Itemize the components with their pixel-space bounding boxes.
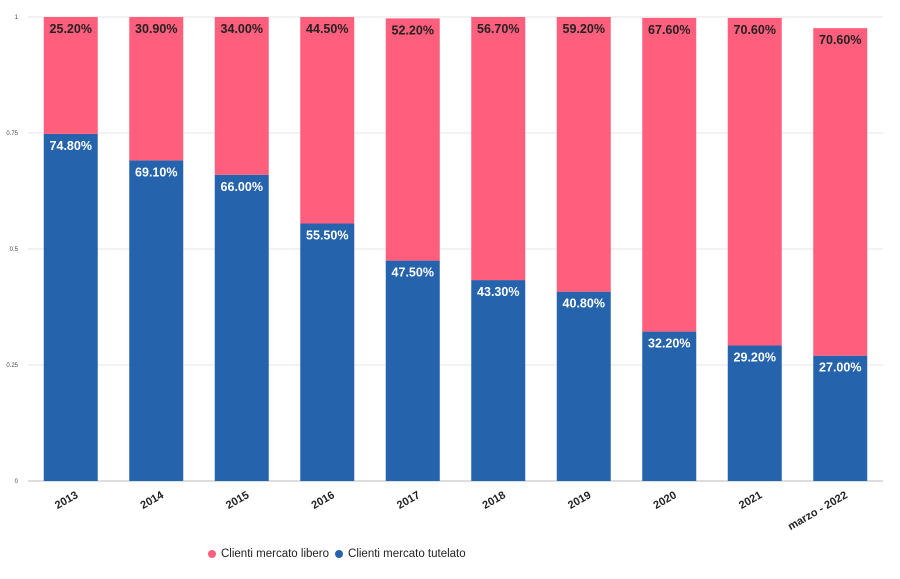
bar-libero xyxy=(556,17,611,292)
data-label-tutelato: 40.80% xyxy=(563,297,605,311)
data-label-libero: 70.60% xyxy=(819,33,861,47)
data-label-libero: 44.50% xyxy=(306,22,348,36)
x-tick-label: 2018 xyxy=(481,489,508,512)
y-tick-label: 0 xyxy=(15,479,19,485)
y-tick-label: 0.5 xyxy=(10,247,19,253)
bar-libero xyxy=(129,17,184,161)
data-label-libero: 34.00% xyxy=(221,22,263,36)
data-label-tutelato: 69.10% xyxy=(135,165,177,179)
y-tick-label: 1 xyxy=(15,15,19,21)
data-label-tutelato: 29.20% xyxy=(734,351,776,365)
bar-tutelato xyxy=(727,345,782,481)
x-tick-label: 2014 xyxy=(139,489,167,512)
x-tick-label: marzo - 2022 xyxy=(786,489,850,533)
y-tick-label: 0.25 xyxy=(6,363,18,369)
data-label-libero: 25.20% xyxy=(50,22,92,36)
data-label-tutelato: 74.80% xyxy=(50,139,92,153)
data-label-tutelato: 32.20% xyxy=(648,337,690,351)
legend: Clienti mercato libero Clienti mercato t… xyxy=(208,548,472,560)
bar-libero xyxy=(385,18,440,261)
data-label-tutelato: 27.00% xyxy=(819,361,861,375)
data-label-libero: 59.20% xyxy=(563,22,605,36)
data-label-libero: 56.70% xyxy=(477,22,519,36)
bar-tutelato xyxy=(214,174,269,481)
bar-tutelato xyxy=(300,223,355,482)
bar-tutelato xyxy=(556,291,611,481)
y-axis-ticks: 0 0.25 0.5 0.75 1 xyxy=(6,15,18,485)
bar-tutelato xyxy=(385,260,440,481)
x-tick-label: 2015 xyxy=(224,489,251,512)
x-tick-label: 2017 xyxy=(395,489,422,512)
bar-libero xyxy=(727,17,782,346)
bar-libero xyxy=(300,17,355,224)
bar-tutelato xyxy=(813,355,868,481)
data-label-layer: 74.80% 25.20% 69.10% 30.90% 66.00% 34.00% 55.5… xyxy=(50,22,862,375)
legend-item-tutelato: Clienti mercato tutelato xyxy=(335,548,466,560)
x-tick-label: 2016 xyxy=(310,489,337,512)
legend-swatch-libero xyxy=(208,550,216,558)
bar-tutelato xyxy=(471,280,526,481)
data-label-tutelato: 55.50% xyxy=(306,228,348,242)
bar-libero xyxy=(214,17,269,175)
bar-libero xyxy=(43,17,98,134)
x-tick-label: 2021 xyxy=(737,489,764,512)
bar-libero xyxy=(471,17,526,281)
x-tick-label: 2020 xyxy=(652,489,679,512)
data-label-libero: 30.90% xyxy=(135,22,177,36)
data-label-libero: 67.60% xyxy=(648,23,690,37)
legend-swatch-tutelato xyxy=(335,550,344,558)
y-tick-label: 0.75 xyxy=(6,131,18,137)
bar-tutelato xyxy=(642,331,697,481)
data-label-tutelato: 43.30% xyxy=(477,285,519,299)
x-tick-label: 2019 xyxy=(566,489,593,512)
legend-label-libero: Clienti mercato libero xyxy=(221,548,330,560)
legend-item-libero: Clienti mercato libero xyxy=(208,548,329,560)
data-label-libero: 70.60% xyxy=(734,23,776,37)
x-axis-ticks: 2013 2014 2015 2016 2017 2018 2019 2020 2021 marz… xyxy=(53,489,850,533)
bar-layer xyxy=(43,17,868,482)
data-label-tutelato: 66.00% xyxy=(221,180,263,194)
bar-tutelato xyxy=(129,160,184,481)
bar-libero xyxy=(642,17,697,332)
bar-libero xyxy=(813,28,868,356)
data-label-tutelato: 47.50% xyxy=(392,266,434,280)
bar-tutelato xyxy=(43,133,98,482)
data-label-libero: 52.20% xyxy=(392,23,434,37)
x-tick-label: 2013 xyxy=(53,489,80,512)
legend-label-tutelato: Clienti mercato tutelato xyxy=(348,548,466,560)
